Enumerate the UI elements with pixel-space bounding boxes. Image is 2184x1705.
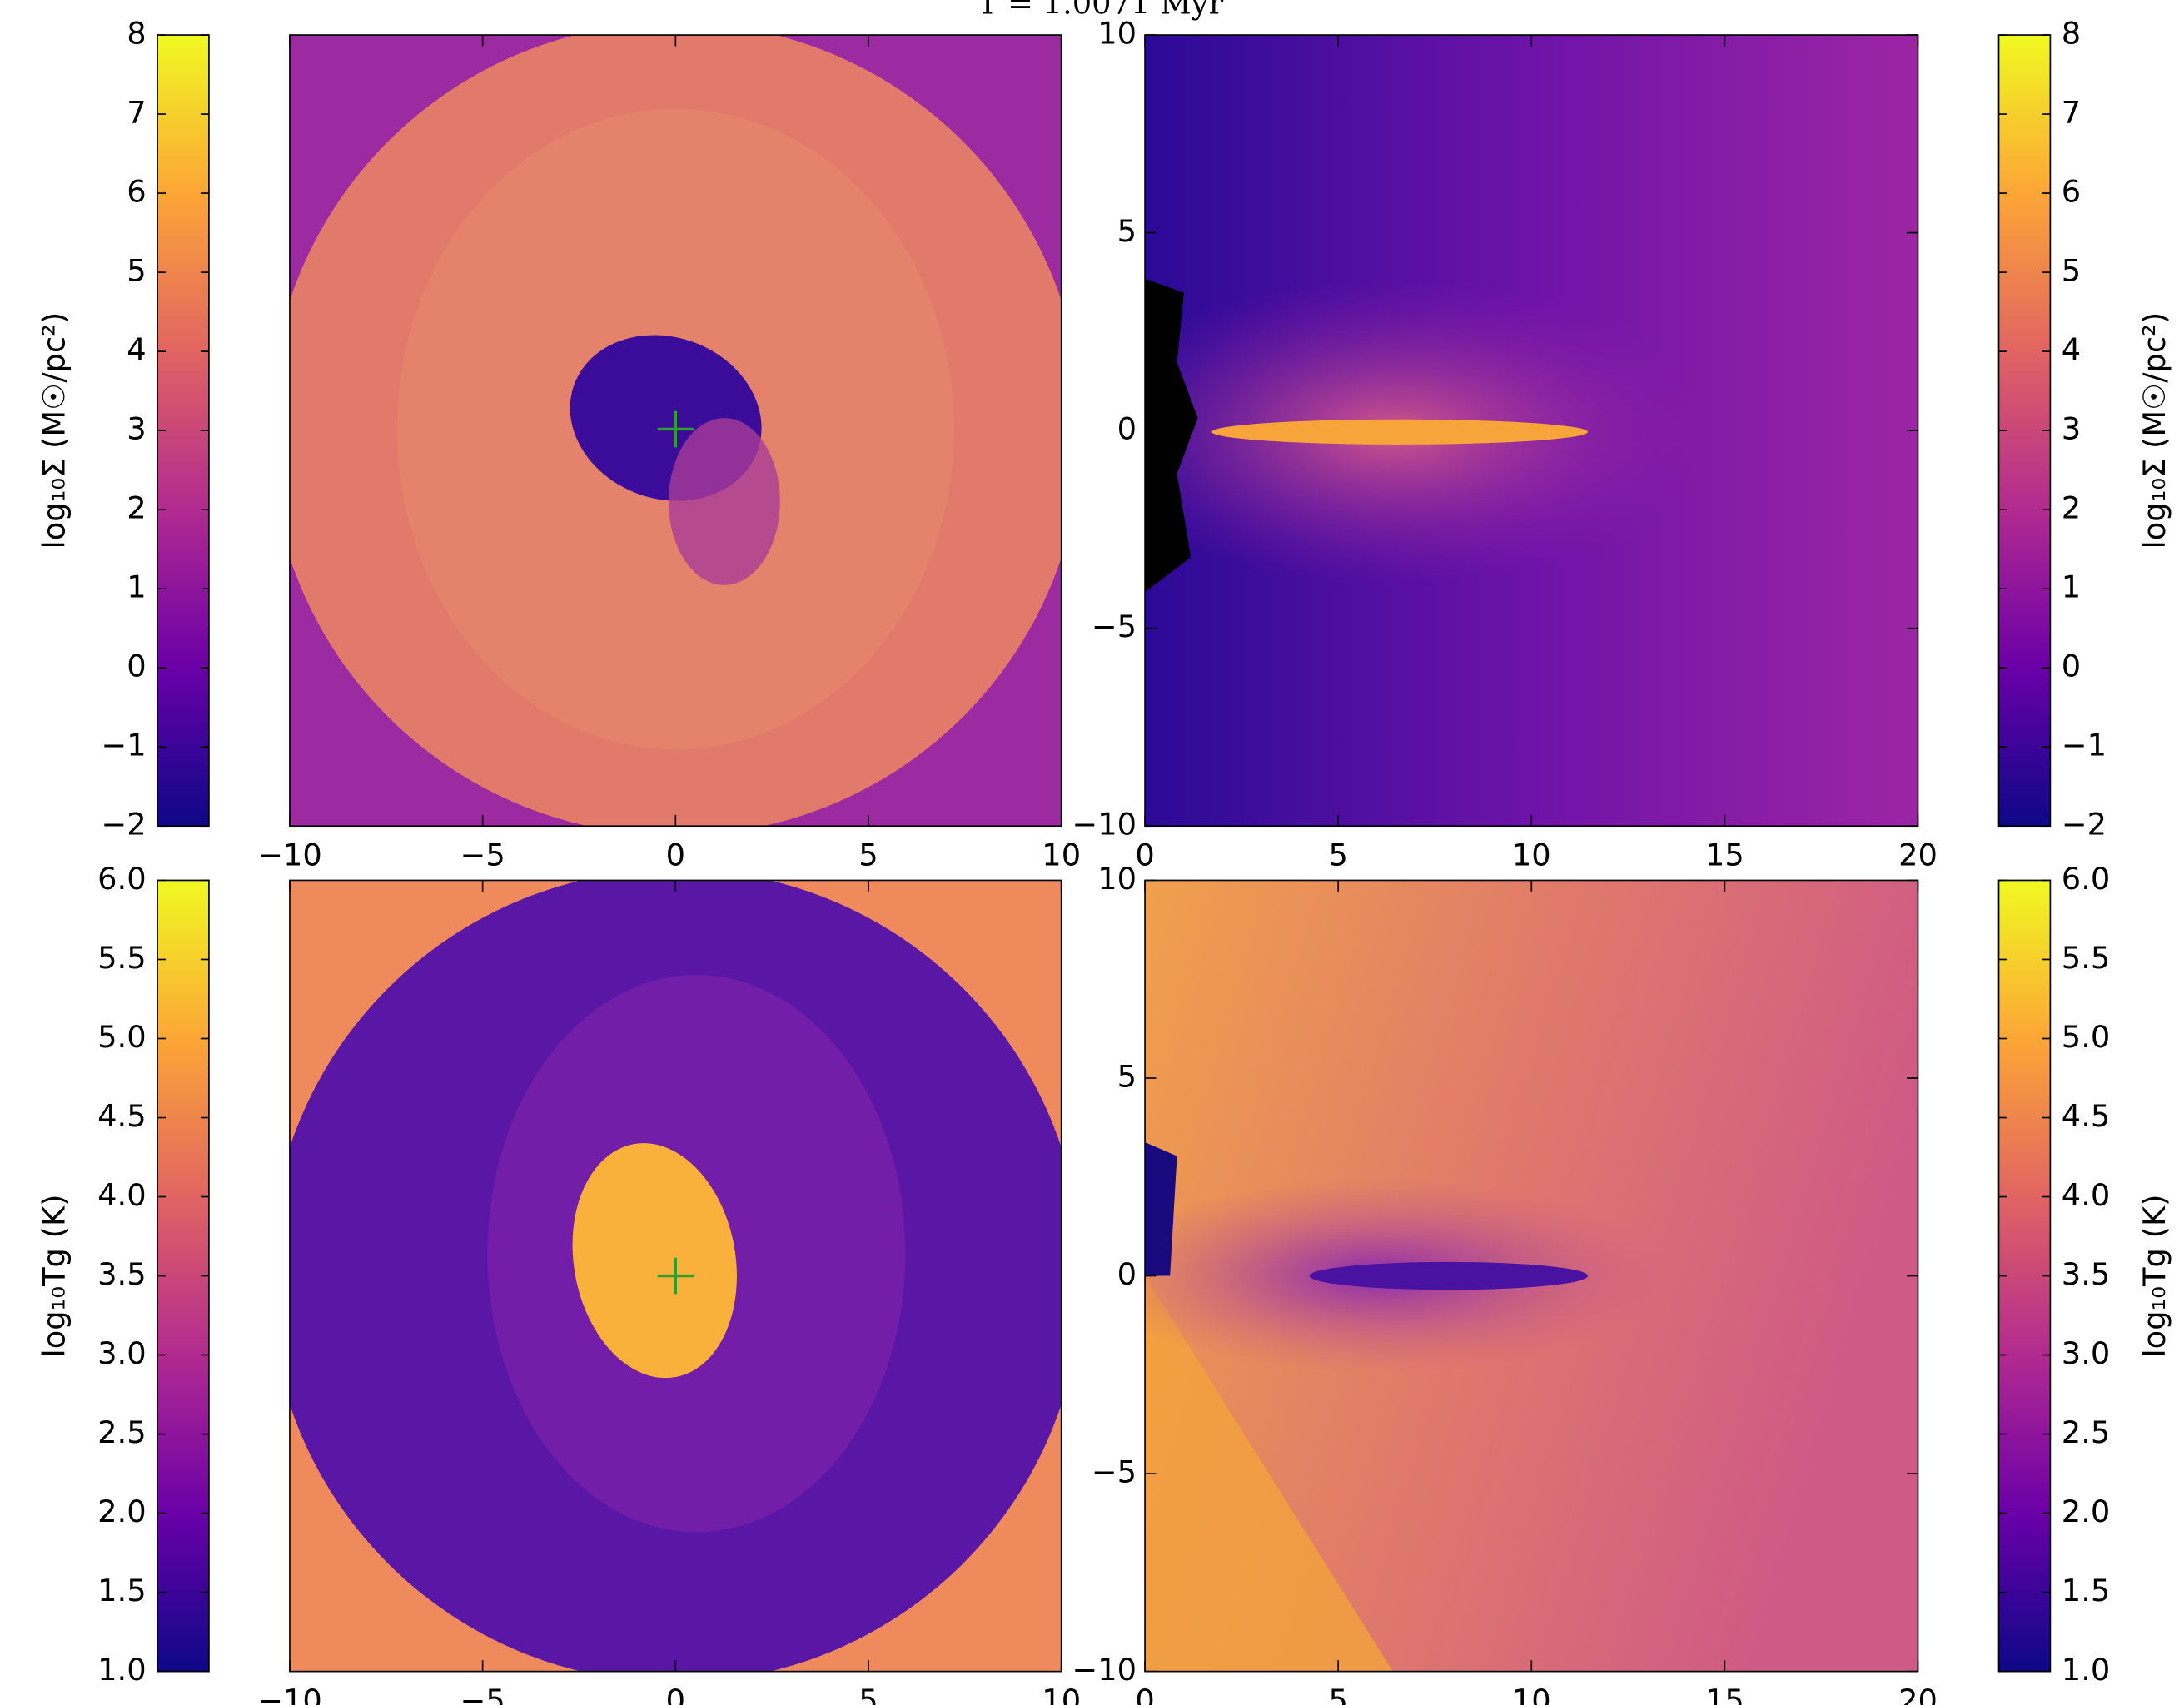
x-tick-label: −5 (460, 1683, 505, 1705)
colorbar-tick-label: 7 (2062, 95, 2081, 131)
x-tick-label: 15 (1705, 838, 1744, 873)
colorbar-tick-label: 4 (2062, 332, 2081, 368)
y-tick-label: 10 (1097, 861, 1137, 897)
colorbar-label: log₁₀Tg (K) (2137, 1195, 2172, 1358)
colorbar-tick-label: −2 (2062, 807, 2107, 843)
colorbar-tick-label: 4.5 (2062, 1098, 2111, 1134)
colorbar-tick-label: 1 (127, 569, 146, 605)
density-face-on (269, 22, 1082, 836)
colorbar-tick-label: 1.0 (2062, 1652, 2111, 1688)
colorbar-tick-label: 5 (2062, 253, 2081, 289)
x-tick-label: 5 (858, 838, 878, 873)
colorbar-tick-label: 2 (2062, 490, 2081, 526)
figure: T = 1.0071 Myr −10−50510−2−1012345678log… (0, 0, 2184, 1705)
colorbar-label: log₁₀Σ (M☉/pc²) (2137, 312, 2172, 549)
y-tick-label: −5 (1092, 1454, 1137, 1490)
colorbar-tick-label: 2.0 (2062, 1494, 2111, 1529)
colorbar-label: log₁₀Σ (M☉/pc²) (36, 312, 72, 549)
colorbar-tick-label: −1 (2062, 728, 2107, 763)
x-tick-label: 10 (1512, 838, 1551, 873)
colorbar-tick-label: 2.0 (97, 1494, 147, 1529)
x-tick-label: 5 (1328, 838, 1347, 873)
colorbar-tick-label: 8 (2062, 16, 2081, 52)
y-tick-label: −5 (1092, 609, 1137, 644)
colorbar-tick-label: −2 (101, 807, 146, 843)
colorbar-tick-label: −1 (101, 728, 146, 763)
colorbar-tick-label: 2.5 (2062, 1414, 2111, 1450)
colorbar-tick-label: 3.0 (2062, 1335, 2111, 1371)
colorbar-tick-label: 5.0 (2062, 1019, 2111, 1055)
x-tick-label: 0 (1135, 838, 1154, 873)
y-tick-label: −10 (1072, 807, 1137, 843)
colorbar-tick-label: 4.0 (2062, 1177, 2111, 1213)
x-tick-label: 0 (666, 1683, 685, 1705)
x-tick-label: −10 (257, 1683, 322, 1705)
colorbar-tick-label: 5 (127, 253, 146, 289)
colorbar-tick-label: 3.0 (97, 1335, 147, 1371)
colorbar-label: log₁₀Tg (K) (36, 1195, 72, 1358)
y-tick-label: 0 (1117, 411, 1137, 447)
x-tick-label: 0 (1135, 1683, 1154, 1705)
colorbar-tick-label: 6 (127, 174, 146, 210)
colorbar-tick-label: 6.0 (97, 861, 147, 897)
y-tick-label: 5 (1117, 1058, 1137, 1094)
x-tick-label: −5 (460, 838, 505, 873)
x-tick-label: 10 (1042, 838, 1081, 873)
temperature-face-on (269, 869, 1082, 1683)
x-tick-label: 20 (1898, 1683, 1938, 1705)
temperature-edge-on (1087, 880, 1918, 1671)
colorbar-tick-label: 0 (2062, 649, 2081, 684)
x-tick-label: −10 (257, 838, 322, 873)
colorbar-tick-label: 2.5 (97, 1414, 147, 1450)
colorbar-tick-label: 4.5 (97, 1098, 147, 1134)
x-tick-label: 0 (666, 838, 685, 873)
colorbar-tick-label: 5.5 (97, 940, 147, 976)
colorbar-tick-label: 1.5 (97, 1573, 147, 1608)
y-tick-label: −10 (1072, 1652, 1137, 1688)
x-tick-label: 15 (1705, 1683, 1744, 1705)
colorbar-tick-label: 6.0 (2062, 861, 2111, 897)
colorbar-tick-label: 3.5 (2062, 1256, 2111, 1292)
x-tick-label: 5 (858, 1683, 878, 1705)
x-tick-label: 20 (1898, 838, 1938, 873)
y-tick-label: 10 (1097, 16, 1137, 52)
x-tick-label: 5 (1328, 1683, 1347, 1705)
colorbar-tick-label: 2 (127, 490, 146, 526)
colorbar-tick-label: 4 (127, 332, 146, 368)
colorbar-tick-label: 7 (127, 95, 146, 131)
x-tick-label: 10 (1512, 1683, 1551, 1705)
colorbar-tick-label: 1.0 (97, 1652, 147, 1688)
colorbar-tick-label: 3.5 (97, 1256, 147, 1292)
colorbar-tick-label: 5.0 (97, 1019, 147, 1055)
colorbar-tick-label: 1.5 (2062, 1573, 2111, 1608)
colorbar-tick-label: 1 (2062, 569, 2081, 605)
colorbar-tick-label: 8 (127, 16, 146, 52)
density-edge-on (1072, 35, 1918, 826)
colorbar-tick-label: 5.5 (2062, 940, 2111, 976)
colorbar-tick-label: 4.0 (97, 1177, 147, 1213)
y-tick-label: 5 (1117, 213, 1137, 249)
colorbar-tick-label: 3 (2062, 411, 2081, 447)
colorbar-tick-label: 6 (2062, 174, 2081, 210)
y-tick-label: 0 (1117, 1256, 1137, 1292)
colorbar-tick-label: 3 (127, 411, 146, 447)
colorbar-tick-label: 0 (127, 649, 146, 684)
